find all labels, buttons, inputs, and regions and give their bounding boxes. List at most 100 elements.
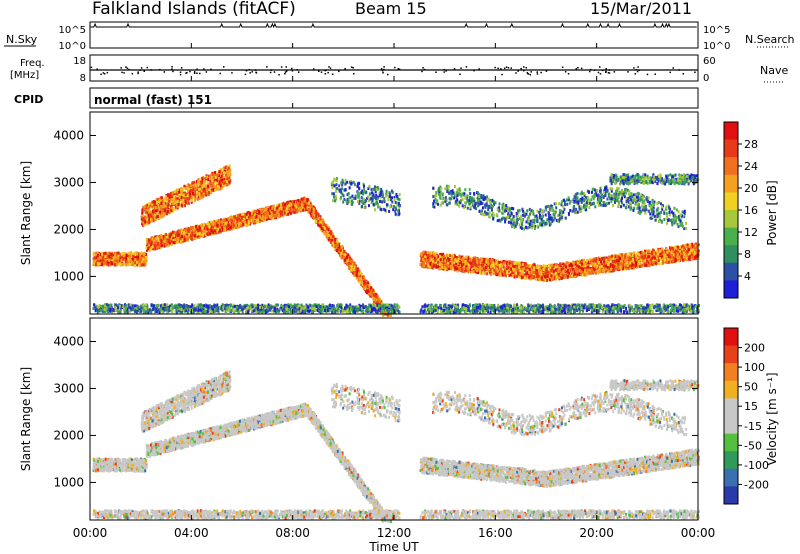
power-cell	[236, 214, 239, 217]
power-cell	[322, 218, 324, 222]
nave-point	[296, 69, 298, 71]
power-cell	[331, 243, 334, 247]
power-cell	[156, 204, 159, 208]
power-cell	[161, 199, 164, 203]
power-cell	[167, 243, 170, 247]
power-cell	[350, 261, 353, 265]
power-cell	[168, 241, 171, 245]
power-cell	[277, 213, 280, 216]
power-cell	[290, 208, 293, 212]
power-cell	[158, 246, 161, 250]
power-cell	[197, 230, 200, 234]
power-cell	[234, 223, 237, 227]
power-cell	[223, 219, 226, 223]
nave-point	[338, 70, 340, 73]
power-cell	[257, 215, 260, 219]
power-cell	[183, 231, 185, 235]
power-cell	[116, 263, 119, 266]
power-cell	[335, 249, 338, 252]
power-cell	[183, 237, 186, 241]
power-cell	[350, 268, 353, 272]
power-cell	[179, 198, 182, 202]
power-cell	[208, 191, 211, 195]
power-cell	[192, 196, 195, 200]
power-cell	[208, 185, 211, 189]
power-cell	[293, 210, 296, 214]
power-cell	[314, 215, 317, 219]
power-cell	[366, 285, 369, 289]
nave-point	[120, 67, 122, 69]
nave-point	[328, 66, 330, 68]
power-cell	[194, 198, 197, 202]
power-cell	[363, 284, 365, 288]
power-cell	[159, 236, 162, 240]
power-cell	[125, 254, 128, 257]
power-cell	[168, 208, 171, 211]
power-cell	[141, 211, 144, 215]
power-cell	[346, 263, 349, 267]
power-cell	[175, 189, 178, 193]
nave-point	[193, 72, 196, 74]
power-cell	[113, 256, 116, 260]
power-cell	[295, 205, 298, 209]
power-cell	[182, 198, 185, 202]
power-cell	[214, 186, 217, 190]
power-cell	[336, 243, 339, 247]
power-cell	[146, 248, 148, 252]
nave-point	[143, 70, 145, 72]
power-cell	[232, 219, 235, 223]
power-cell	[222, 183, 225, 187]
power-cell	[98, 259, 101, 263]
power-cell	[186, 197, 189, 201]
power-cell	[198, 225, 201, 229]
power-cell	[334, 246, 337, 250]
power-cell	[260, 208, 263, 212]
power-cell	[207, 184, 209, 188]
power-cell	[349, 263, 352, 267]
power-cell	[240, 216, 243, 220]
power-cell	[338, 248, 341, 252]
nave-point	[382, 72, 384, 74]
nave-point	[545, 70, 548, 72]
power-cell	[148, 220, 151, 224]
power-cell	[164, 209, 166, 213]
power-cell	[96, 253, 99, 257]
power-cell	[191, 231, 194, 235]
power-cell	[221, 228, 224, 232]
power-cell	[140, 217, 143, 221]
power-cell	[141, 222, 144, 226]
power-cell	[229, 169, 232, 173]
cpid-label: CPID	[14, 93, 43, 106]
power-cell	[259, 215, 262, 219]
power-cell	[124, 253, 126, 257]
power-cell	[307, 201, 310, 205]
power-cell	[251, 214, 254, 218]
nave-point	[601, 69, 604, 72]
power-cell	[196, 232, 199, 236]
power-cell	[175, 233, 178, 237]
power-cell	[174, 207, 177, 211]
power-cell	[233, 215, 236, 219]
power-cell	[375, 295, 378, 299]
power-cell	[190, 226, 193, 230]
power-cell	[214, 181, 217, 185]
power-cell	[235, 214, 238, 218]
power-cell	[298, 203, 301, 207]
power-cell	[286, 204, 289, 208]
power-cell	[163, 205, 166, 209]
nave-point	[536, 71, 538, 73]
power-cell	[126, 262, 129, 266]
power-cell	[170, 198, 173, 201]
power-cell	[328, 229, 331, 233]
power-cell	[366, 291, 368, 295]
power-cell	[157, 237, 160, 240]
power-cell	[265, 214, 268, 218]
power-cell	[190, 234, 193, 238]
power-cell	[155, 216, 157, 220]
power-cell	[96, 251, 99, 255]
cpid-value: normal (fast) 151	[94, 93, 212, 107]
power-cell	[347, 253, 350, 257]
power-cell	[186, 194, 188, 198]
power-cell	[234, 225, 237, 229]
power-cell	[148, 243, 151, 247]
